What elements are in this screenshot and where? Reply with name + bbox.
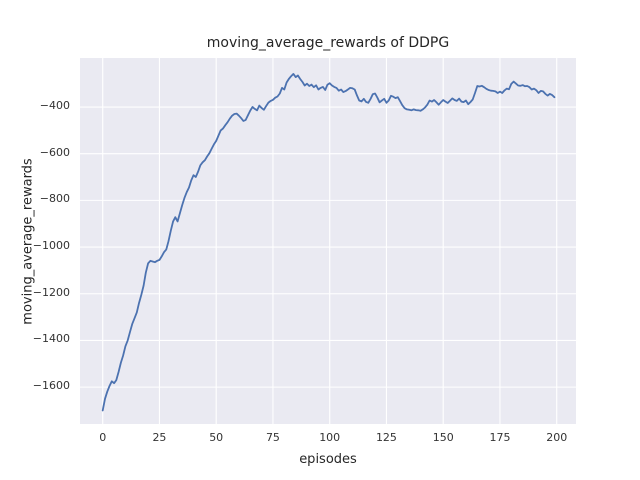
x-tick-label: 200 [546, 431, 568, 444]
x-tick-label: 50 [209, 431, 224, 444]
x-tick-label: 100 [319, 431, 341, 444]
reward-curve-line [101, 73, 556, 412]
y-tick-label: −400 [39, 99, 70, 113]
x-tick-label: 0 [99, 431, 107, 444]
x-axis-label: episodes [299, 452, 357, 467]
chart-title: moving_average_rewards of DDPG [206, 35, 450, 51]
y-tick-label: −600 [39, 145, 70, 159]
x-tick-label: 175 [489, 431, 511, 444]
y-tick-label: −1000 [32, 239, 70, 253]
y-tick-label: −1400 [32, 332, 70, 346]
x-tick-label: 25 [152, 431, 167, 444]
y-tick-label: −1200 [32, 285, 70, 299]
axes-background [80, 58, 576, 424]
x-tick-label: 75 [265, 431, 280, 444]
y-tick-label: −1600 [32, 379, 70, 393]
x-tick-label: 150 [432, 431, 454, 444]
y-tick-label: −800 [39, 192, 70, 206]
x-tick-label: 125 [375, 431, 397, 444]
